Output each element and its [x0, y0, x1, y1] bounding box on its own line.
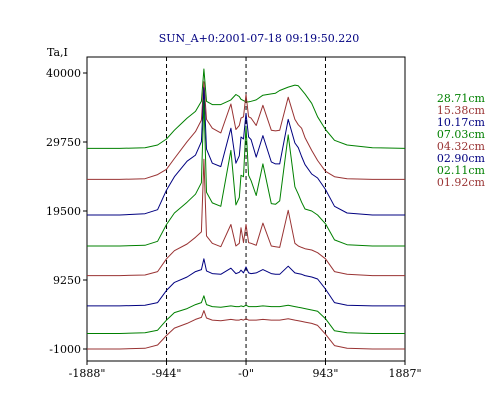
y-tick-label: 40000 — [46, 67, 81, 80]
series-line — [87, 310, 405, 350]
x-tick-label: 1887" — [388, 367, 421, 380]
y-tick-label: 19500 — [46, 205, 81, 218]
legend-entry: 02.11cm — [437, 164, 486, 177]
reference-lines — [166, 57, 326, 361]
series-line — [87, 295, 405, 334]
legend-entry: 07.03cm — [437, 128, 486, 141]
legend-entry: 02.90cm — [437, 152, 486, 165]
series-lines — [87, 68, 406, 350]
series-line — [87, 87, 405, 216]
y-tick-label: 9250 — [53, 274, 81, 287]
series-line — [87, 158, 405, 277]
legend-entry: 04.32cm — [437, 140, 486, 153]
series-line — [87, 99, 405, 247]
x-tick-label: -0" — [238, 367, 254, 380]
x-tick-label: -944" — [152, 367, 182, 380]
legend-entry: 10.17cm — [437, 116, 486, 129]
legend-entry: 15.38cm — [437, 104, 486, 117]
series-line — [87, 81, 405, 180]
legend-entry: 28.71cm — [437, 92, 486, 105]
y-tick-label: -1000 — [49, 343, 81, 356]
y-tick-label: 29750 — [46, 136, 81, 149]
y-axis-label: Ta,I — [47, 46, 68, 59]
x-tick-label: -1888" — [69, 367, 106, 380]
x-axis-ticks: -1888" -944" -0" 943" 1887" — [69, 361, 422, 380]
x-tick-label: 943" — [312, 367, 338, 380]
y-axis-ticks: 40000 29750 19500 9250 -1000 — [46, 67, 87, 356]
series-line — [87, 258, 405, 307]
legend: 28.71cm15.38cm10.17cm07.03cm04.32cm02.90… — [437, 92, 486, 189]
chart-title: SUN_A+0:2001-07-18 09:19:50.220 — [159, 32, 360, 45]
legend-entry: 01.92cm — [437, 176, 486, 189]
